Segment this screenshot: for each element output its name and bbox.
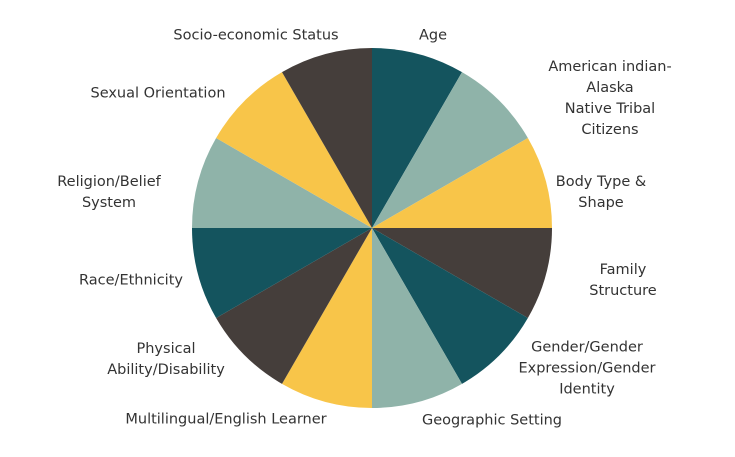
slice-label: Body Type & Shape [555, 174, 647, 211]
pie-slice [372, 138, 552, 228]
slice-label: Geographic Setting [421, 412, 563, 429]
pie-slice [192, 228, 372, 318]
pie-slice [372, 72, 528, 229]
slice-label: Religion/Belief System [57, 174, 161, 211]
slice-label: Race/Ethnicity [79, 272, 183, 289]
pie-slice [216, 228, 372, 384]
slice-label: American indian-Alaska Native Tribal Cit… [548, 59, 672, 138]
pie-slice [372, 228, 528, 384]
slice-label: Multilingual/English Learner [125, 411, 327, 428]
pie-slice [372, 48, 462, 228]
pie-slice [216, 72, 372, 229]
slice-label: Family Structure [589, 262, 657, 299]
pie-slice [192, 138, 372, 228]
slice-label: Physical Ability/Disability [107, 341, 225, 378]
pie-slice [282, 228, 372, 408]
slice-label: Age [418, 27, 448, 44]
pie-slice [372, 228, 552, 318]
pie-slice [372, 228, 462, 408]
slice-label: Sexual Orientation [90, 85, 226, 102]
slice-label: Socio-economic Status [173, 27, 339, 44]
slice-label: Gender/Gender Expression/Gender Identity [518, 339, 656, 398]
pie-slice [282, 48, 372, 228]
